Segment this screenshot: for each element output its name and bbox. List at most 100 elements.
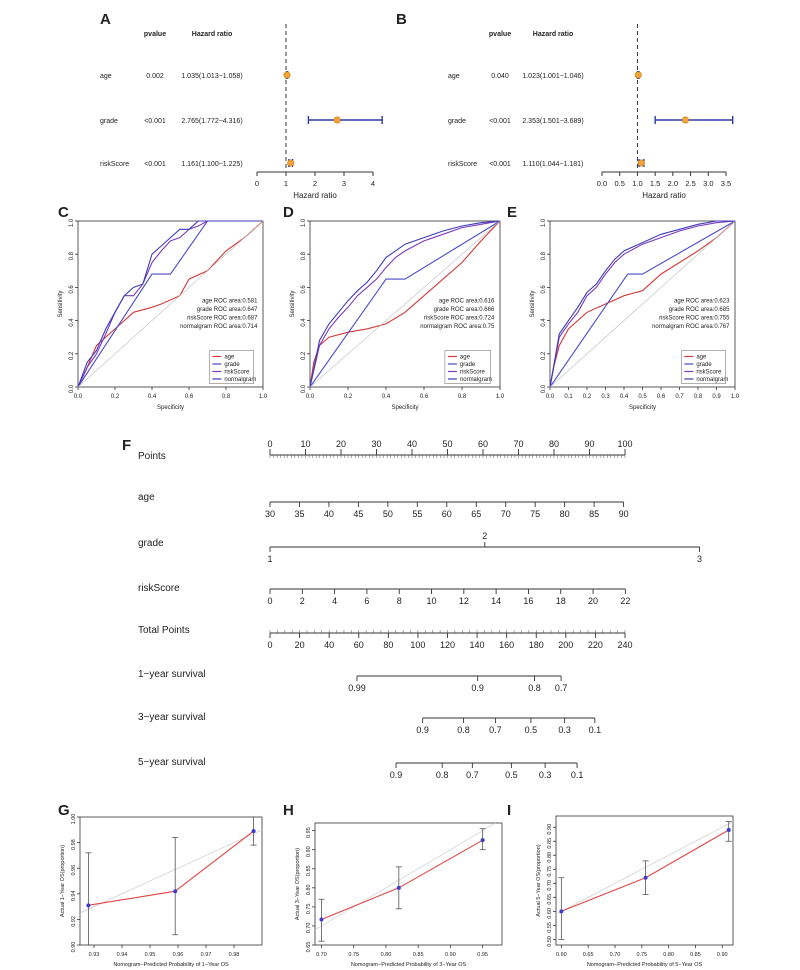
forest-b-row-hr: 2.353(1.501−3.689) [522,118,583,125]
roc-c-annotation: age ROC area:0.581 [202,298,258,304]
roc-c-x-tick-label: 0.2 [111,394,120,400]
nomogram-riskscore-tick-label: 20 [588,596,598,606]
forest-a-x-tick-label: 3 [342,179,346,188]
roc-d-x-tick-label: 0.6 [420,394,429,400]
nomogram-grade-name: grade [138,538,164,549]
calib-g-point [173,889,178,894]
forest-b-row-pvalue: <0.001 [489,161,511,168]
roc-c-frame [77,220,264,388]
forest-b-row-hr: 1.110(1.044−1.181) [523,161,584,168]
nomogram-3-year-survival-tick-label: 0.5 [525,725,538,735]
calib-i-curve [561,829,729,912]
forest-a-row-name: age [100,73,112,80]
calib-h-x-tick-label: 0.75 [348,952,359,958]
forest-b-row-pvalue: 0.040 [491,73,509,80]
roc-c-legend-label: riskScore [224,369,250,375]
roc-e-legend-label: normalgram [696,377,728,383]
nomogram-3-year-survival-tick-label: 0.3 [558,725,571,735]
roc-e-x-tick-label: 0.3 [601,394,610,400]
roc-d-legend-label: riskScore [460,369,486,375]
calib-g-curve [88,830,254,906]
calib-h-x-label: Nomogram−Predicted Probability of 3−Year… [351,962,467,968]
nomogram-5-year-survival-tick-label: 0.5 [505,770,518,780]
nomogram-total-points-tick-label: 200 [558,640,573,650]
roc-d-x-label: Specificity [391,405,418,411]
roc-e-x-tick-label: 0.2 [583,394,592,400]
roc-d-y-tick-label: 0.4 [301,318,307,327]
nomogram-grade-tick-label: 2 [482,531,487,541]
panel-label-d: D [283,204,294,221]
roc-c-legend-label: normalgram [224,377,256,383]
forest-b-hr-header: Hazard ratio [533,31,573,38]
roc-c-legend-label: grade [224,362,240,368]
calib-i-frame [555,815,734,946]
nomogram-total-points-tick-label: 240 [617,640,632,650]
nomogram-5-year-survival-tick-label: 0.3 [539,770,552,780]
nomogram-riskscore-tick-label: 10 [427,596,437,606]
roc-c-y-tick-label: 0.8 [69,251,75,260]
calib-i-y-tick-label: 0.70 [547,880,553,891]
forest-b-point [637,159,645,167]
nomogram-3-year-survival-name: 3−year survival [138,712,206,723]
nomogram-total-points-tick-label: 140 [470,640,485,650]
forest-a-hr-header: Hazard ratio [192,31,232,38]
roc-e-curve-reference [549,220,736,388]
calib-g-y-tick-label: 1.00 [71,814,77,825]
roc-e-x-tick-label: 0.6 [657,394,666,400]
nomogram-points-tick-label: 20 [336,439,346,449]
roc-d-curve-riskScore [309,220,501,388]
calib-h-y-tick-label: 0.85 [306,865,312,876]
nomogram-3-year-survival-tick-label: 0.8 [457,725,470,735]
forest-a-x-tick-label: 0 [255,179,259,188]
nomogram-5-year-survival-tick-label: 0.9 [390,770,403,780]
roc-c-annotation: grade ROC area:0.647 [197,307,258,313]
panel-label-h: H [283,802,294,819]
roc-e-x-tick-label: 0.8 [694,394,703,400]
panel-label-c: C [58,204,69,221]
nomogram-age-tick-label: 55 [412,509,422,519]
roc-e-y-label: Sensitivity [530,290,536,317]
nomogram-5-year-survival-name: 5−year survival [138,757,206,768]
nomogram-total-points-name: Total Points [138,625,190,636]
panel-label-f: F [122,437,131,454]
calib-h-curve [321,839,483,921]
roc-d-annotation: normalgram ROC area:0.75 [420,324,495,330]
roc-d-y-label: Sensitivity [290,290,296,317]
calib-h-x-tick-label: 0.70 [316,952,327,958]
forest-a-row-name: grade [100,118,118,125]
roc-e-y-tick-label: 0.4 [541,318,547,327]
nomogram-riskscore-tick-label: 6 [364,596,369,606]
roc-d-legend-label: age [460,354,471,360]
calib-g-y-label: Actual 1−Year OS(proportion) [60,845,66,917]
calib-i-ideal-line [555,821,734,915]
calib-h-x-tick-label: 0.95 [477,952,488,958]
roc-c-x-label: Specificity [157,405,184,411]
calib-g-point [251,829,256,834]
calib-h-frame [314,822,503,946]
roc-e-annotation: age ROC area:0.623 [674,298,730,304]
calib-i-x-tick-label: 0.75 [636,952,647,958]
forest-b-row-name: age [448,73,460,80]
forest-b-point [681,116,689,124]
nomogram-3-year-survival-tick-label: 0.1 [589,725,602,735]
roc-c-x-tick-label: 0.4 [148,394,157,400]
calib-g-x-label: Nomogram−Predicted Probability of 1−Year… [113,962,229,968]
nomogram-age-tick-label: 75 [530,509,540,519]
nomogram-age-tick-label: 60 [442,509,452,519]
calib-g-y-tick-label: 0.92 [71,916,77,927]
nomogram-1-year-survival-tick-label: 0.7 [555,683,568,693]
roc-e-legend-label: age [696,354,707,360]
nomogram-age-name: age [138,492,155,503]
nomogram-points-tick-label: 10 [300,439,310,449]
nomogram-points-name: Points [138,451,166,462]
calib-i-y-tick-label: 0.90 [547,824,553,835]
nomogram-5-year-survival-tick-label: 0.8 [436,770,449,780]
calib-i-y-label: Actual 5−Year OS(proportion) [536,844,542,916]
forest-a-point [283,71,291,79]
roc-d-x-tick-label: 0.8 [458,394,467,400]
nomogram-age-tick-label: 85 [589,509,599,519]
roc-e-curve-normalgram [549,220,735,388]
nomogram-total-points-tick-label: 20 [295,640,305,650]
roc-d-x-tick-label: 0.2 [344,394,353,400]
roc-e-legend-label: riskScore [696,369,722,375]
